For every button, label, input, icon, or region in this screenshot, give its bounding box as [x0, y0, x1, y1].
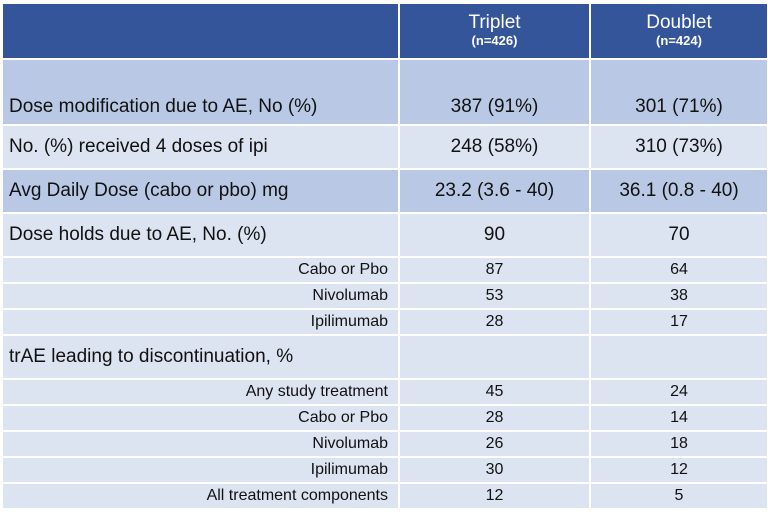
- column-header: Triplet (n=426): [398, 2, 591, 60]
- table-row: Ipilimumab 28 17: [1, 308, 768, 336]
- column-name: Triplet: [468, 12, 521, 34]
- table-row: Dose modification due to AE, No (%) 387 (…: [1, 58, 768, 126]
- cell-value: 28: [398, 404, 591, 432]
- cell-value: 5: [589, 482, 768, 510]
- table-row: Nivolumab 53 38: [1, 282, 768, 310]
- column-header: Doublet (n=424): [589, 2, 768, 60]
- column-n: (n=426): [471, 33, 518, 49]
- empty-cell: [589, 334, 768, 380]
- table-row: Cabo or Pbo 87 64: [1, 256, 768, 284]
- cell-value: 301 (71%): [589, 58, 768, 126]
- cell-value: 36.1 (0.8 - 40): [589, 168, 768, 214]
- table-row: trAE leading to discontinuation, %: [1, 334, 768, 380]
- cell-value: 64: [589, 256, 768, 284]
- table-row: No. (%) received 4 doses of ipi 248 (58%)…: [1, 124, 768, 170]
- table-row: All treatment components 12 5: [1, 482, 768, 510]
- cell-value: 17: [589, 308, 768, 336]
- cell-value: 14: [589, 404, 768, 432]
- cell-value: 38: [589, 282, 768, 310]
- row-label: trAE leading to discontinuation, %: [1, 334, 400, 380]
- table-row: Nivolumab 26 18: [1, 430, 768, 458]
- row-label: Avg Daily Dose (cabo or pbo) mg: [1, 168, 400, 214]
- row-label: Cabo or Pbo: [1, 256, 400, 284]
- header-row: Triplet (n=426) Doublet (n=424): [1, 2, 768, 60]
- data-table: Triplet (n=426) Doublet (n=424) Dose modifi…: [1, 2, 768, 510]
- cell-value: 248 (58%): [398, 124, 591, 170]
- table-body: Dose modification due to AE, No (%) 387 (…: [1, 58, 768, 510]
- cell-value: 90: [398, 212, 591, 258]
- cell-value: 26: [398, 430, 591, 458]
- cell-value: 70: [589, 212, 768, 258]
- row-label: Cabo or Pbo: [1, 404, 400, 432]
- table-row: Dose holds due to AE, No. (%) 90 70: [1, 212, 768, 258]
- cell-value: 310 (73%): [589, 124, 768, 170]
- empty-cell: [398, 334, 591, 380]
- row-label: Dose holds due to AE, No. (%): [1, 212, 400, 258]
- cell-value: 87: [398, 256, 591, 284]
- column-n: (n=424): [656, 33, 702, 49]
- cell-value: 12: [398, 482, 591, 510]
- row-label: All treatment components: [1, 482, 400, 510]
- row-label: No. (%) received 4 doses of ipi: [1, 124, 400, 170]
- table-row: Ipilimumab 30 12: [1, 456, 768, 484]
- cell-value: 28: [398, 308, 591, 336]
- table-row: Cabo or Pbo 28 14: [1, 404, 768, 432]
- header-blank: [1, 2, 400, 60]
- row-label: Any study treatment: [1, 378, 400, 406]
- column-name: Doublet: [646, 12, 712, 34]
- cell-value: 18: [589, 430, 768, 458]
- row-label: Nivolumab: [1, 282, 400, 310]
- cell-value: 24: [589, 378, 768, 406]
- cell-value: 387 (91%): [398, 58, 591, 126]
- row-label: Ipilimumab: [1, 308, 400, 336]
- row-label: Dose modification due to AE, No (%): [1, 58, 400, 126]
- row-label: Ipilimumab: [1, 456, 400, 484]
- cell-value: 53: [398, 282, 591, 310]
- table-row: Any study treatment 45 24: [1, 378, 768, 406]
- cell-value: 30: [398, 456, 591, 484]
- table-row: Avg Daily Dose (cabo or pbo) mg 23.2 (3.6…: [1, 168, 768, 214]
- row-label: Nivolumab: [1, 430, 400, 458]
- cell-value: 45: [398, 378, 591, 406]
- cell-value: 12: [589, 456, 768, 484]
- cell-value: 23.2 (3.6 - 40): [398, 168, 591, 214]
